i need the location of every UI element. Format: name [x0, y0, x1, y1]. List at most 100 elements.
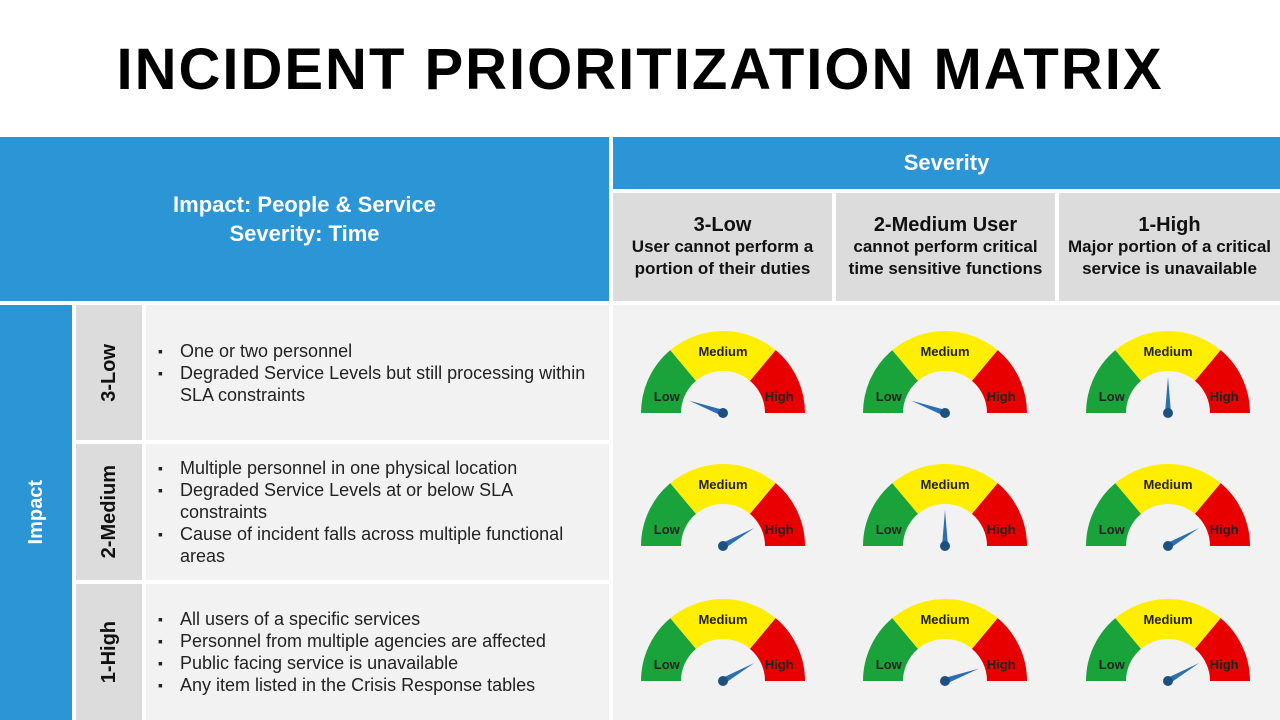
- gauge-label-medium: Medium: [698, 612, 747, 627]
- gauge-needle-hub: [940, 541, 950, 551]
- gauge-needle-hub: [718, 676, 728, 686]
- column-level: 3-Low: [693, 214, 752, 236]
- gauge-segment-medium: [670, 331, 776, 381]
- gauge-segment-medium: [1115, 599, 1221, 649]
- row-label-high: 1-High: [76, 584, 142, 720]
- gauge-label-high: High: [765, 389, 794, 404]
- gauge-needle: [721, 528, 755, 549]
- list-item: Multiple personnel in one physical locat…: [156, 457, 599, 479]
- impact-side-header: Impact: [0, 305, 72, 720]
- gauge-segment-low: [1086, 483, 1142, 546]
- gauge-segment-medium: [892, 464, 998, 514]
- gauge-segment-low: [1086, 350, 1142, 413]
- gauge-segment-high: [1194, 483, 1250, 546]
- gauge-needle-hub: [1163, 541, 1173, 551]
- gauge-r0-c2: Low Medium High: [1086, 331, 1250, 418]
- gauge-needle: [1165, 377, 1171, 413]
- gauge-needle-hub: [718, 541, 728, 551]
- gauge-label-low: Low: [876, 522, 903, 537]
- gauge-segment-high: [749, 618, 805, 681]
- severity-line: Severity: Time: [229, 221, 380, 246]
- impact-title: Impact: [24, 480, 47, 545]
- gauge-label-high: High: [987, 657, 1016, 672]
- gauge-label-low: Low: [876, 657, 903, 672]
- gauge-segment-medium: [670, 599, 776, 649]
- gauge-needle-hub: [940, 408, 950, 418]
- gauge-segment-medium: [670, 464, 776, 514]
- gauge-label-medium: Medium: [698, 344, 747, 359]
- gauge-needle: [721, 663, 755, 684]
- gauge-segment-low: [641, 483, 697, 546]
- gauge-label-low: Low: [654, 522, 681, 537]
- gauge-label-low: Low: [1099, 522, 1126, 537]
- gauge-segment-low: [863, 483, 919, 546]
- gauge-segment-medium: [1115, 331, 1221, 381]
- list-item: Degraded Service Levels but still proces…: [156, 362, 599, 406]
- column-level: 1-High: [1138, 214, 1201, 236]
- list-item: One or two personnel: [156, 340, 599, 362]
- gauge-r1-c2: Low Medium High: [1086, 464, 1250, 551]
- gauge-needle: [943, 668, 979, 684]
- list-item: Degraded Service Levels at or below SLA …: [156, 479, 599, 523]
- gauge-needle: [911, 400, 947, 416]
- list-item: Any item listed in the Crisis Response t…: [156, 674, 546, 696]
- gauge-label-medium: Medium: [1143, 612, 1192, 627]
- gauge-label-high: High: [987, 389, 1016, 404]
- column-desc: cannot perform critical time sensitive f…: [848, 237, 1043, 278]
- gauge-segment-high: [1194, 350, 1250, 413]
- impact-severity-header: Impact: People & Service Severity: Time: [0, 137, 609, 301]
- gauge-segment-low: [641, 618, 697, 681]
- impact-line: Impact: People & Service: [173, 192, 436, 217]
- severity-header: Severity: [613, 137, 1280, 189]
- gauge-needle-hub: [1163, 676, 1173, 686]
- column-level: 2-Medium User: [873, 214, 1018, 236]
- gauge-needle: [689, 400, 725, 416]
- gauge-r2-c0: Low Medium High: [641, 599, 805, 686]
- row-label-medium: 2-Medium: [76, 444, 142, 580]
- gauge-segment-high: [971, 618, 1027, 681]
- list-item: Personnel from multiple agencies are aff…: [156, 630, 546, 652]
- gauge-label-high: High: [1210, 522, 1239, 537]
- row-description-high: All users of a specific servicesPersonne…: [146, 584, 609, 720]
- gauge-segment-low: [863, 350, 919, 413]
- gauge-segment-high: [1194, 618, 1250, 681]
- gauge-segment-low: [863, 618, 919, 681]
- gauge-label-high: High: [1210, 389, 1239, 404]
- gauge-label-medium: Medium: [1143, 477, 1192, 492]
- gauge-label-high: High: [765, 657, 794, 672]
- gauge-label-high: High: [765, 522, 794, 537]
- gauge-segment-high: [749, 350, 805, 413]
- gauge-label-medium: Medium: [698, 477, 747, 492]
- column-header-low: 3-Low User cannot perform a portion of th…: [613, 193, 832, 301]
- gauge-needle-hub: [1163, 408, 1173, 418]
- gauge-needle: [1166, 663, 1200, 684]
- gauge-r2-c2: Low Medium High: [1086, 599, 1250, 686]
- column-header-medium: 2-Medium User cannot perform critical tim…: [836, 193, 1055, 301]
- gauge-label-low: Low: [654, 389, 681, 404]
- gauge-segment-medium: [892, 331, 998, 381]
- gauge-r0-c1: Low Medium High: [863, 331, 1027, 418]
- gauge-needle: [942, 510, 948, 546]
- column-desc: Major portion of a critical service is u…: [1067, 237, 1272, 278]
- row-description-medium: Multiple personnel in one physical locat…: [146, 444, 609, 580]
- gauge-label-high: High: [1210, 657, 1239, 672]
- gauge-label-low: Low: [1099, 657, 1126, 672]
- column-desc: User cannot perform a portion of their d…: [631, 237, 814, 278]
- gauge-r1-c0: Low Medium High: [641, 464, 805, 551]
- gauge-needle-hub: [940, 676, 950, 686]
- gauge-label-medium: Medium: [1143, 344, 1192, 359]
- gauge-label-medium: Medium: [920, 477, 969, 492]
- page-title: INCIDENT PRIORITIZATION MATRIX: [116, 37, 1164, 102]
- gauge-r2-c1: Low Medium High: [863, 599, 1027, 686]
- column-header-high: 1-High Major portion of a critical servic…: [1059, 193, 1280, 301]
- list-item: Cause of incident falls across multiple …: [156, 523, 599, 567]
- gauge-segment-high: [749, 483, 805, 546]
- gauge-r0-c0: Low Medium High: [641, 331, 805, 418]
- gauge-segment-low: [641, 350, 697, 413]
- gauge-label-low: Low: [1099, 389, 1126, 404]
- gauge-label-high: High: [987, 522, 1016, 537]
- gauge-r1-c1: Low Medium High: [863, 464, 1027, 551]
- gauge-label-medium: Medium: [920, 612, 969, 627]
- gauge-segment-high: [971, 350, 1027, 413]
- gauge-label-medium: Medium: [920, 344, 969, 359]
